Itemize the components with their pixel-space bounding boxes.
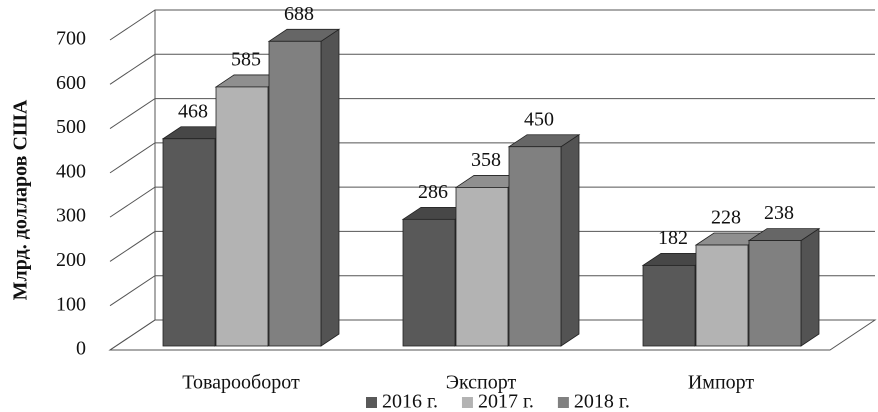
y-tick-label: 200 — [56, 249, 86, 271]
bar — [162, 138, 216, 347]
grid-line — [109, 98, 875, 129]
legend-label: 2017 г. — [478, 391, 534, 412]
grid-line — [109, 319, 875, 351]
bar-side — [800, 227, 820, 347]
grid-line — [109, 275, 875, 307]
value-label: 585 — [231, 49, 261, 71]
legend-label: 2018 г. — [574, 391, 630, 412]
bar — [455, 187, 509, 347]
grid-line — [109, 53, 875, 85]
legend-label: 2016 г. — [382, 391, 438, 412]
bar-side — [320, 28, 340, 347]
value-label: 468 — [178, 100, 208, 122]
bar — [402, 218, 456, 347]
y-tick-label: 100 — [56, 293, 86, 315]
value-label: 238 — [764, 202, 794, 224]
grid-line — [109, 230, 875, 262]
value-label: 286 — [418, 181, 448, 203]
bar — [642, 264, 696, 347]
bar — [748, 240, 802, 347]
y-axis-title: Млрд. долларов США — [10, 99, 32, 300]
x-tick-label: Экспорт — [446, 372, 517, 394]
y-tick-label: 700 — [56, 28, 86, 50]
legend-swatch — [557, 397, 569, 408]
value-label: 688 — [284, 3, 314, 25]
grid-line — [109, 186, 875, 218]
bar-side — [560, 133, 580, 347]
grid-line — [109, 9, 875, 41]
value-label: 358 — [471, 149, 501, 171]
value-label: 450 — [524, 108, 554, 130]
value-label: 182 — [658, 227, 688, 249]
value-label: 228 — [711, 207, 741, 229]
y-tick-label: 400 — [56, 160, 86, 182]
legend-swatch — [461, 397, 473, 408]
x-tick-label: Импорт — [688, 372, 755, 394]
y-tick-label: 300 — [56, 205, 86, 227]
y-tick-label: 0 — [76, 338, 86, 360]
y-tick-label: 500 — [56, 116, 86, 138]
bar — [268, 40, 322, 347]
x-tick-label: Товарооборот — [182, 372, 300, 394]
bar — [508, 146, 562, 347]
y-tick-label: 600 — [56, 72, 86, 94]
grid-line — [109, 142, 875, 174]
bar — [695, 244, 749, 347]
legend-swatch — [366, 397, 377, 408]
bar — [215, 86, 269, 347]
